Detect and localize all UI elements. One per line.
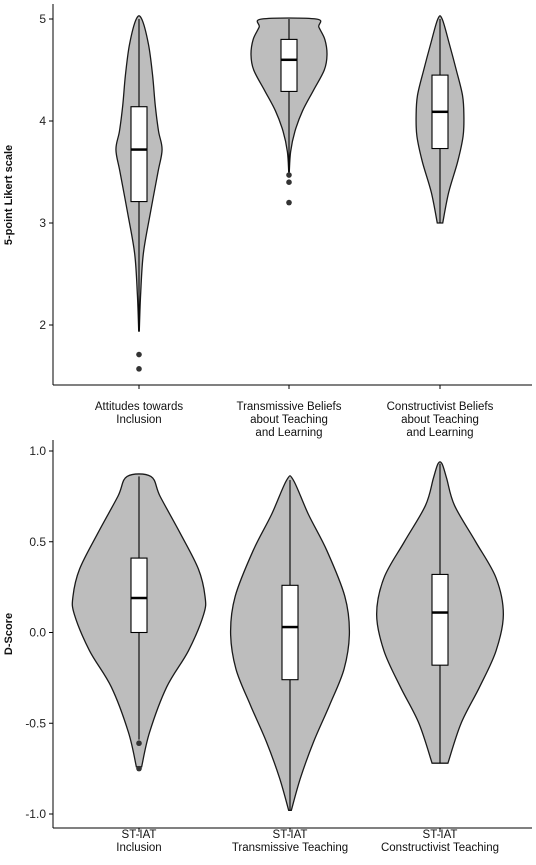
category-label: ST-IAT Inclusion	[116, 829, 161, 854]
category-label-line: Transmissive Beliefs	[236, 401, 341, 413]
category-label: Transmissive Beliefs about Teaching and Le…	[236, 401, 341, 439]
category-label-line: and Learning	[255, 427, 322, 439]
y-axis-label: D-Score	[3, 613, 15, 655]
category-label-line: Inclusion	[116, 842, 161, 854]
category-label: ST-IAT Constructivist Teaching	[381, 829, 499, 854]
category-label-line: about Teaching	[250, 414, 328, 426]
category-label-line: Transmissive Teaching	[232, 842, 348, 854]
y-tick-label: 4	[39, 114, 46, 128]
iqr-box	[280, 38, 298, 92]
y-tick-label: 0.5	[29, 535, 46, 549]
category-label: Attitudes towards Inclusion	[95, 401, 183, 426]
outlier-point	[136, 765, 142, 772]
y-tick-label: 2	[39, 318, 46, 332]
panel-dscore: D-Score 1.00.50.0-0.5-1.0ST-IAT Inclusion…	[3, 440, 532, 854]
outlier-point	[136, 366, 142, 372]
category-label-line: about Teaching	[401, 414, 479, 426]
outlier-point	[286, 199, 292, 206]
y-tick-label: -1.0	[25, 807, 46, 821]
y-tick-label: 5	[39, 12, 46, 26]
category-label-line: and Learning	[406, 427, 473, 439]
iqr-box	[130, 557, 148, 634]
y-tick-label: -0.5	[25, 716, 46, 730]
panel-likert: 5-point Likert scale 2 3 4 5 Attitudes towar…	[3, 4, 532, 439]
category-label-line: Constructivist Beliefs	[387, 401, 494, 413]
outlier-point	[286, 172, 292, 178]
y-tick-label: 0.0	[29, 626, 46, 640]
outlier-point	[136, 740, 142, 747]
y-tick-label: 3	[39, 216, 46, 230]
iqr-box	[130, 106, 148, 203]
y-axis-label: 5-point Likert scale	[3, 145, 15, 245]
category-label: ST-IAT Transmissive Teaching	[232, 829, 348, 854]
category-label-line: Attitudes towards	[95, 401, 183, 413]
iqr-box	[281, 584, 299, 681]
plot-area-likert: 2 3 4 5 Attitudes towards Inclusion Transmissi…	[39, 12, 493, 439]
category-label-line: ST-IAT	[273, 829, 308, 841]
category-label-line: Inclusion	[116, 414, 161, 426]
iqr-box	[431, 573, 449, 666]
outlier-point	[286, 179, 292, 185]
category-label: Constructivist Beliefs about Teaching and …	[387, 401, 494, 439]
category-label-line: ST-IAT	[423, 829, 458, 841]
category-label-line: Constructivist Teaching	[381, 842, 499, 854]
y-tick-label: 1.0	[29, 444, 46, 458]
outlier-point	[136, 351, 142, 358]
category-label-line: ST-IAT	[122, 829, 157, 841]
